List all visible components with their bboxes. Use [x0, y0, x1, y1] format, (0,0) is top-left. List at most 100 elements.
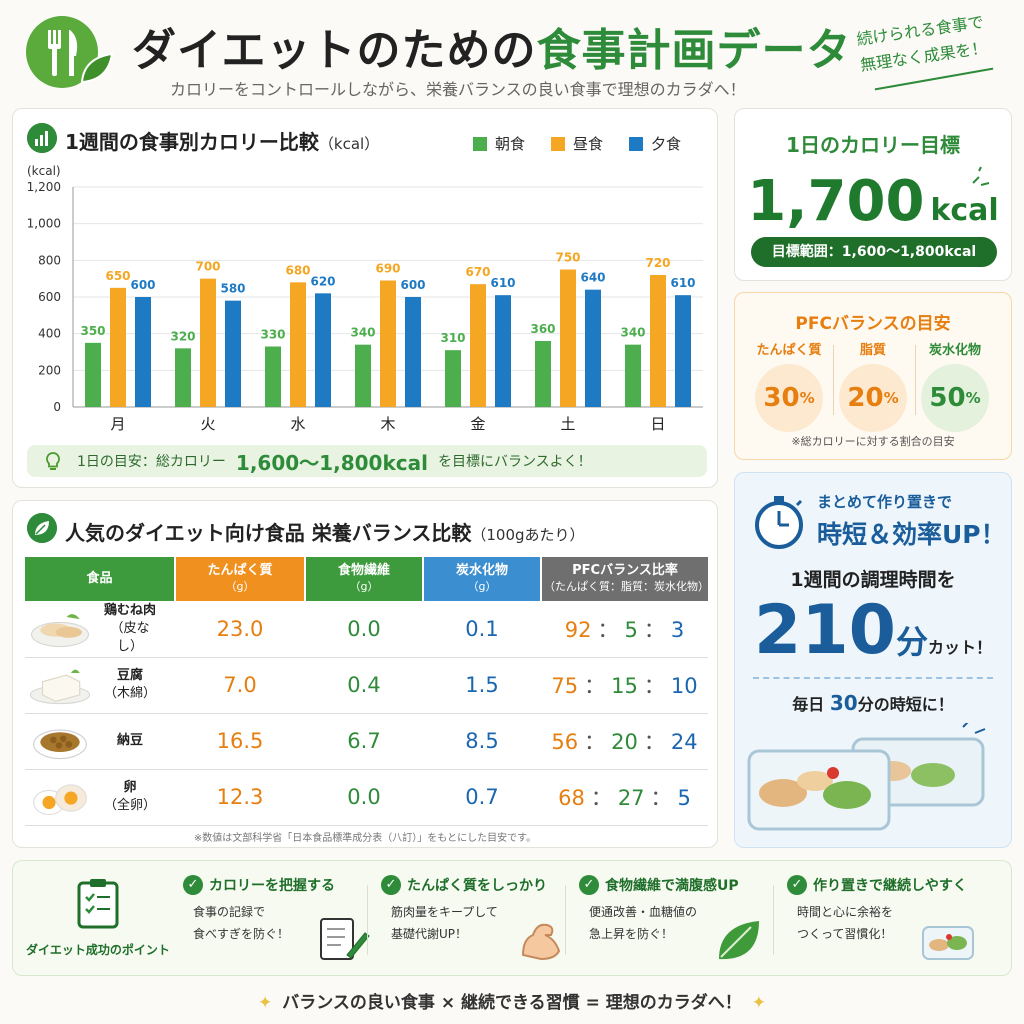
table-title: 人気のダイエット向け食品 栄養バランス比較（100gあたり）: [65, 517, 585, 546]
y-tick-label: 600: [38, 290, 61, 304]
pfc-value: 50: [929, 383, 966, 413]
ratio-separator: ：: [590, 786, 612, 810]
food-image-icon: [30, 613, 90, 647]
goal-value: 1,700 kcal: [735, 169, 1011, 234]
protein-cell: 7.0: [175, 657, 305, 714]
pfc-note: ※総カロリーに対する割合の目安: [791, 435, 955, 448]
bar-夕食-日: [675, 295, 691, 407]
bar-朝食-火: [175, 348, 191, 407]
pfc-item: たんぱく質 30%: [749, 339, 829, 432]
clipboard-checklist-icon: [77, 879, 119, 929]
ratio-separator: ：: [643, 617, 665, 642]
prep-value: 210分カット！: [735, 591, 1011, 670]
bar-value-label: 340: [350, 326, 375, 340]
pfc-title: PFCバランスの目安: [795, 314, 951, 334]
bar-value-label: 680: [285, 263, 310, 277]
bar-value-label: 580: [220, 282, 245, 296]
fiber-cell: 0.0: [305, 769, 423, 826]
ratio-fat: 15: [611, 674, 638, 698]
y-tick-label: 200: [38, 363, 61, 377]
prep-daily: 毎日 30分の時短に！: [735, 691, 1011, 715]
fiber-cell: 0.0: [305, 601, 423, 658]
success-points-panel: ダイエット成功のポイント ✓ カロリーを把握する 食事の記録で 食べすぎを防ぐ！ ✓ たん…: [12, 860, 1012, 976]
header-label: 食物繊維: [337, 563, 390, 578]
bar-朝食-水: [265, 346, 281, 407]
point-title: カロリーを把握する: [209, 878, 335, 894]
prep-line2: 時短＆効率UP！: [817, 520, 1006, 549]
point-line: 時間と心に余裕を: [797, 905, 894, 919]
tip-suffix: を目標にバランスよく！: [437, 454, 592, 470]
legend-label: 朝食: [495, 135, 526, 153]
ratio-carb: 24: [670, 730, 698, 754]
flexing-arm-icon: [521, 923, 561, 961]
ratio-carb: 5: [677, 786, 691, 810]
table-header-cell: 炭水化物 （g）: [422, 557, 541, 601]
bar-value-label: 330: [260, 328, 285, 342]
table-row: 納豆 16.5 6.7 8.5 56： 20： 24: [25, 713, 708, 770]
point-line: つくって習慣化！: [797, 927, 893, 941]
prep-daily-prefix: 毎日: [792, 695, 825, 714]
point-text: 食事の記録で食べすぎを防ぐ！: [183, 901, 379, 945]
food-name-main: 鶏むね肉: [103, 602, 156, 618]
point-line: 食べすぎを防ぐ！: [193, 927, 290, 941]
legend-swatch: [473, 136, 487, 151]
food-cell: 鶏むね肉 （皮なし）: [25, 601, 175, 658]
food-name-sub: （木綿）: [103, 686, 156, 701]
success-point: ✓ 食物繊維で満腹感UP 便通改善・血糖値の 急上昇を防ぐ！: [579, 875, 775, 960]
point-title: 食物繊維で満腹感UP: [605, 878, 739, 894]
meal-prep-card: まとめて作り置きで 時短＆効率UP！ 1週間の調理時間を 210分カット！ 毎日…: [734, 472, 1012, 848]
food-name-sub: （皮なし）: [110, 620, 150, 654]
y-tick-label: 400: [38, 327, 61, 341]
pfc-divider: [915, 345, 916, 415]
chart-title: 1週間の食事別カロリー比較（kcal）: [65, 126, 379, 155]
calorie-chart-panel: 1週間の食事別カロリー比較（kcal） 朝食 昼食 夕食 (kcal) 0 200 400…: [12, 108, 718, 488]
ratio-fat: 27: [617, 786, 645, 810]
title-part2: 食事計画データ: [536, 25, 852, 76]
x-tick-label: 火: [200, 415, 215, 433]
success-point: ✓ たんぱく質をしっかり筋肉量をキープして 基礎代謝UP！: [381, 875, 577, 961]
table-header-cell: PFCバランス比率 （たんぱく質：脂質：炭水化物）: [540, 557, 709, 601]
notebook-pen-icon: [320, 918, 370, 960]
bar-昼食-金: [470, 284, 486, 407]
x-tick-label: 木: [380, 415, 395, 433]
bar-value-label: 650: [105, 269, 130, 283]
success-point: ✓ 作り置きで継続しやすく 時間と心に余裕を つくって習慣化！: [787, 875, 983, 960]
point-line: 基礎代謝UP！: [391, 927, 468, 941]
bar-朝食-月: [85, 342, 101, 407]
food-wrap: 納豆: [25, 718, 175, 764]
bar-value-label: 610: [490, 276, 515, 290]
prep-unit: 分: [895, 623, 928, 661]
carb-cell: 0.7: [423, 769, 541, 826]
pfc-item: 炭水化物 50%: [915, 339, 995, 432]
point-line: 便通改善・血糖値の: [589, 905, 698, 919]
bar-夕食-月: [135, 297, 151, 407]
food-name-main: 卵: [123, 780, 137, 795]
prep-number: 210: [754, 591, 896, 670]
chart-title-text: 1週間の食事別カロリー比較: [65, 130, 319, 154]
table-header-cell: たんぱく質 （g）: [174, 557, 305, 601]
food-name: 鶏むね肉 （皮なし）: [101, 602, 159, 656]
point-text: 筋肉量をキープして 基礎代謝UP！: [381, 901, 577, 945]
point-divider: [773, 885, 774, 955]
ratio-separator: ：: [643, 674, 665, 698]
check-icon: ✓: [579, 875, 599, 895]
pfc-value: 30: [763, 383, 800, 413]
pfc-ratio-cell: 92： 5： 3: [541, 601, 708, 658]
point-header: ✓ 食物繊維で満腹感UP: [579, 875, 775, 895]
food-name: 卵 （全卵）: [101, 779, 159, 815]
bar-value-label: 340: [620, 326, 645, 340]
bar-value-label: 320: [170, 329, 195, 343]
carb-cell: 0.1: [423, 601, 541, 658]
meal-prep-containers-icon: [747, 723, 986, 831]
stopwatch-icon: [755, 496, 803, 549]
x-tick-label: 日: [650, 415, 665, 433]
point-header: ✓ たんぱく質をしっかり: [381, 875, 577, 895]
bar-value-label: 720: [645, 256, 670, 270]
prep-divider: [753, 677, 993, 679]
prep-cut: カット！: [927, 638, 992, 657]
x-tick-label: 水: [290, 415, 305, 433]
chart-title-unit: （kcal）: [318, 135, 380, 153]
bar-昼食-土: [560, 269, 576, 407]
point-line: 食事の記録で: [193, 905, 266, 919]
legend-label: 夕食: [651, 135, 682, 153]
